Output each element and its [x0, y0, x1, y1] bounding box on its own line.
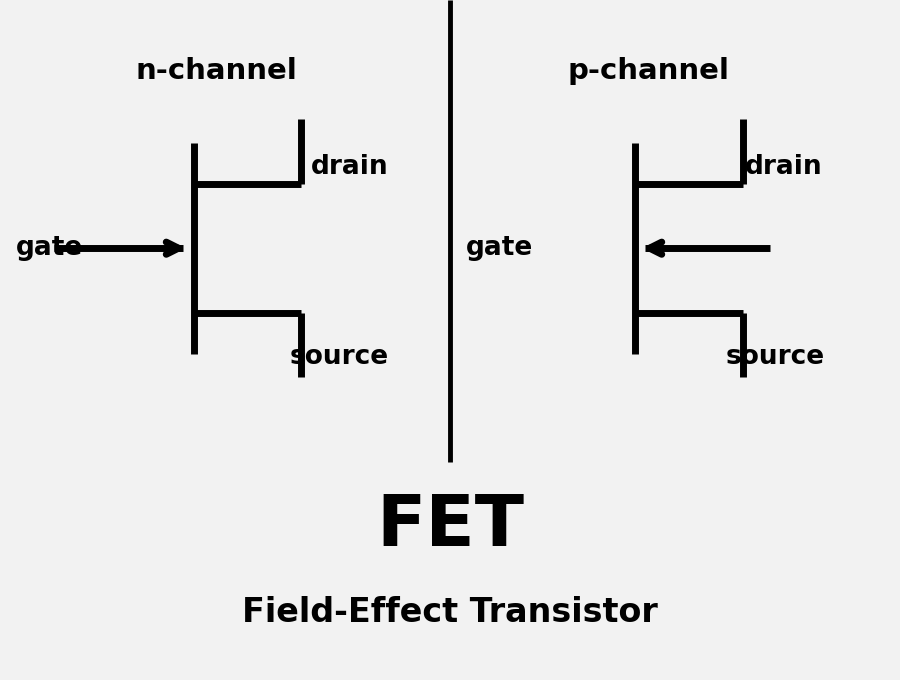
Text: gate: gate [16, 235, 84, 261]
Text: FET: FET [376, 492, 524, 562]
Text: source: source [725, 344, 824, 370]
Text: drain: drain [745, 154, 823, 180]
Text: source: source [290, 344, 389, 370]
Text: gate: gate [466, 235, 534, 261]
Text: n-channel: n-channel [135, 57, 297, 86]
Text: Field-Effect Transistor: Field-Effect Transistor [242, 596, 658, 628]
Text: p-channel: p-channel [567, 57, 729, 86]
Text: drain: drain [310, 154, 388, 180]
